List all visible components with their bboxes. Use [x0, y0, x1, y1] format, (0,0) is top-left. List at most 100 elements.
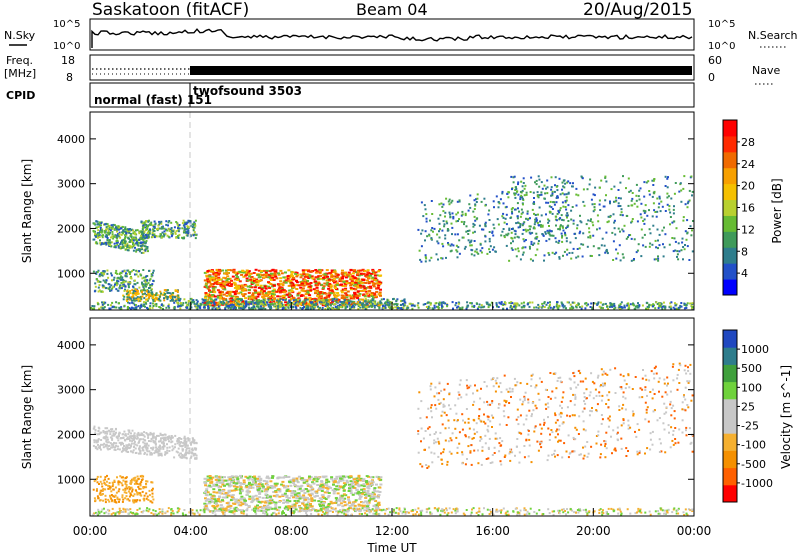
power-echo-cell — [607, 220, 610, 223]
velocity-echo-cell — [99, 475, 102, 478]
power-echo-cell — [331, 302, 334, 305]
power-echo-cell — [562, 219, 565, 222]
power-echo-cell — [452, 217, 455, 220]
power-echo-cell — [680, 200, 683, 203]
power-echo-cell — [353, 305, 356, 308]
power-echo-cell — [133, 299, 136, 302]
power-echo-cell — [519, 226, 521, 228]
power-echo-cell — [349, 297, 353, 300]
power-echo-cell — [247, 303, 250, 306]
power-echo-cell — [340, 297, 344, 299]
power-echo-cell — [288, 289, 292, 292]
power-echo-cell — [557, 241, 560, 244]
power-echo-cell — [371, 302, 374, 305]
power-echo-cell — [363, 294, 367, 297]
velocity-echo-cell — [148, 440, 150, 442]
velocity-echo-cell — [112, 432, 115, 435]
power-echo-cell — [284, 279, 288, 282]
power-echo-cell — [521, 197, 524, 200]
velocity-echo-cell — [146, 495, 149, 498]
power-echo-cell — [656, 228, 659, 231]
power-echo-cell — [149, 302, 152, 305]
power-echo-cell — [115, 226, 118, 229]
power-echo-cell — [635, 194, 638, 197]
power-echo-cell — [356, 273, 360, 276]
power-echo-cell — [274, 275, 278, 278]
velocity-echo-cell — [179, 445, 182, 447]
power-echo-cell — [327, 285, 331, 288]
power-echo-cell — [268, 295, 272, 298]
power-echo-cell — [619, 303, 622, 306]
power-echo-cell — [279, 269, 283, 272]
velocity-echo-cell — [154, 443, 157, 446]
power-echo-cell — [529, 247, 531, 250]
power-echo-cell — [572, 222, 575, 225]
power-echo-cell — [271, 276, 275, 279]
power-echo-cell — [105, 243, 108, 246]
velocity-echo-cell — [182, 448, 185, 451]
power-echo-cell — [465, 225, 468, 228]
power-echo-cell — [565, 193, 568, 196]
power-echo-cell — [365, 303, 368, 306]
power-echo-cell — [617, 205, 620, 208]
velocity-echo-cell — [103, 437, 106, 440]
velocity-echo-cell — [104, 488, 107, 491]
power-echo-cell — [147, 282, 150, 285]
power-echo-cell — [111, 279, 113, 282]
power-echo-cell — [110, 241, 113, 244]
power-echo-cell — [290, 281, 294, 284]
power-echo-cell — [171, 232, 174, 235]
power-echo-cell — [517, 181, 520, 184]
power-echo-cell — [116, 279, 119, 282]
power-echo-cell — [126, 244, 129, 247]
power-echo-cell — [441, 305, 443, 308]
power-echo-cell — [669, 305, 672, 308]
velocity-echo-cell — [129, 435, 132, 438]
power-echo-cell — [684, 203, 687, 206]
power-echo-cell — [314, 284, 318, 287]
velocity-echo-cell — [143, 442, 146, 445]
power-echo-cell — [488, 231, 491, 233]
velocity-echo-cell — [194, 447, 196, 450]
power-echo-cell — [171, 295, 174, 298]
power-echo-cell — [244, 284, 248, 287]
power-echo-cell — [167, 305, 170, 308]
velocity-echo-cell — [97, 443, 99, 446]
power-echo-cell — [451, 226, 454, 229]
power-echo-cell — [122, 240, 125, 243]
power-echo-cell — [324, 292, 328, 295]
power-echo-cell — [501, 230, 504, 233]
power-echo-cell — [278, 286, 282, 289]
power-echo-cell — [558, 256, 561, 259]
power-echo-cell — [92, 270, 95, 273]
power-echo-cell — [272, 293, 276, 296]
velocity-echo-cell — [138, 433, 141, 436]
velocity-echo-cell — [148, 450, 151, 453]
velocity-echo-cell — [168, 435, 171, 438]
power-echo-cell — [321, 292, 325, 295]
power-echo-cell — [320, 297, 324, 300]
power-echo-cell — [691, 302, 694, 305]
power-echo-cell — [129, 271, 132, 274]
power-echo-cell — [682, 216, 685, 219]
power-echo-cell — [492, 223, 495, 226]
power-echo-cell — [555, 251, 558, 254]
power-echo-cell — [683, 248, 686, 251]
velocity-echo-cell — [121, 437, 123, 440]
power-echo-cell — [669, 302, 672, 305]
power-echo-cell — [267, 298, 270, 301]
power-echo-cell — [525, 230, 528, 233]
power-echo-cell — [571, 206, 574, 208]
power-echo-cell — [181, 227, 184, 230]
power-echo-cell — [294, 272, 298, 275]
velocity-echo-cell — [99, 447, 101, 449]
power-echo-cell — [551, 251, 554, 254]
power-echo-cell — [357, 285, 360, 288]
power-echo-cell — [105, 279, 108, 282]
power-echo-cell — [513, 236, 516, 239]
power-echo-cell — [170, 232, 173, 235]
power-echo-cell — [243, 293, 247, 296]
power-echo-cell — [562, 229, 565, 232]
velocity-echo-cell — [112, 434, 115, 437]
velocity-echo-cell — [194, 457, 196, 460]
